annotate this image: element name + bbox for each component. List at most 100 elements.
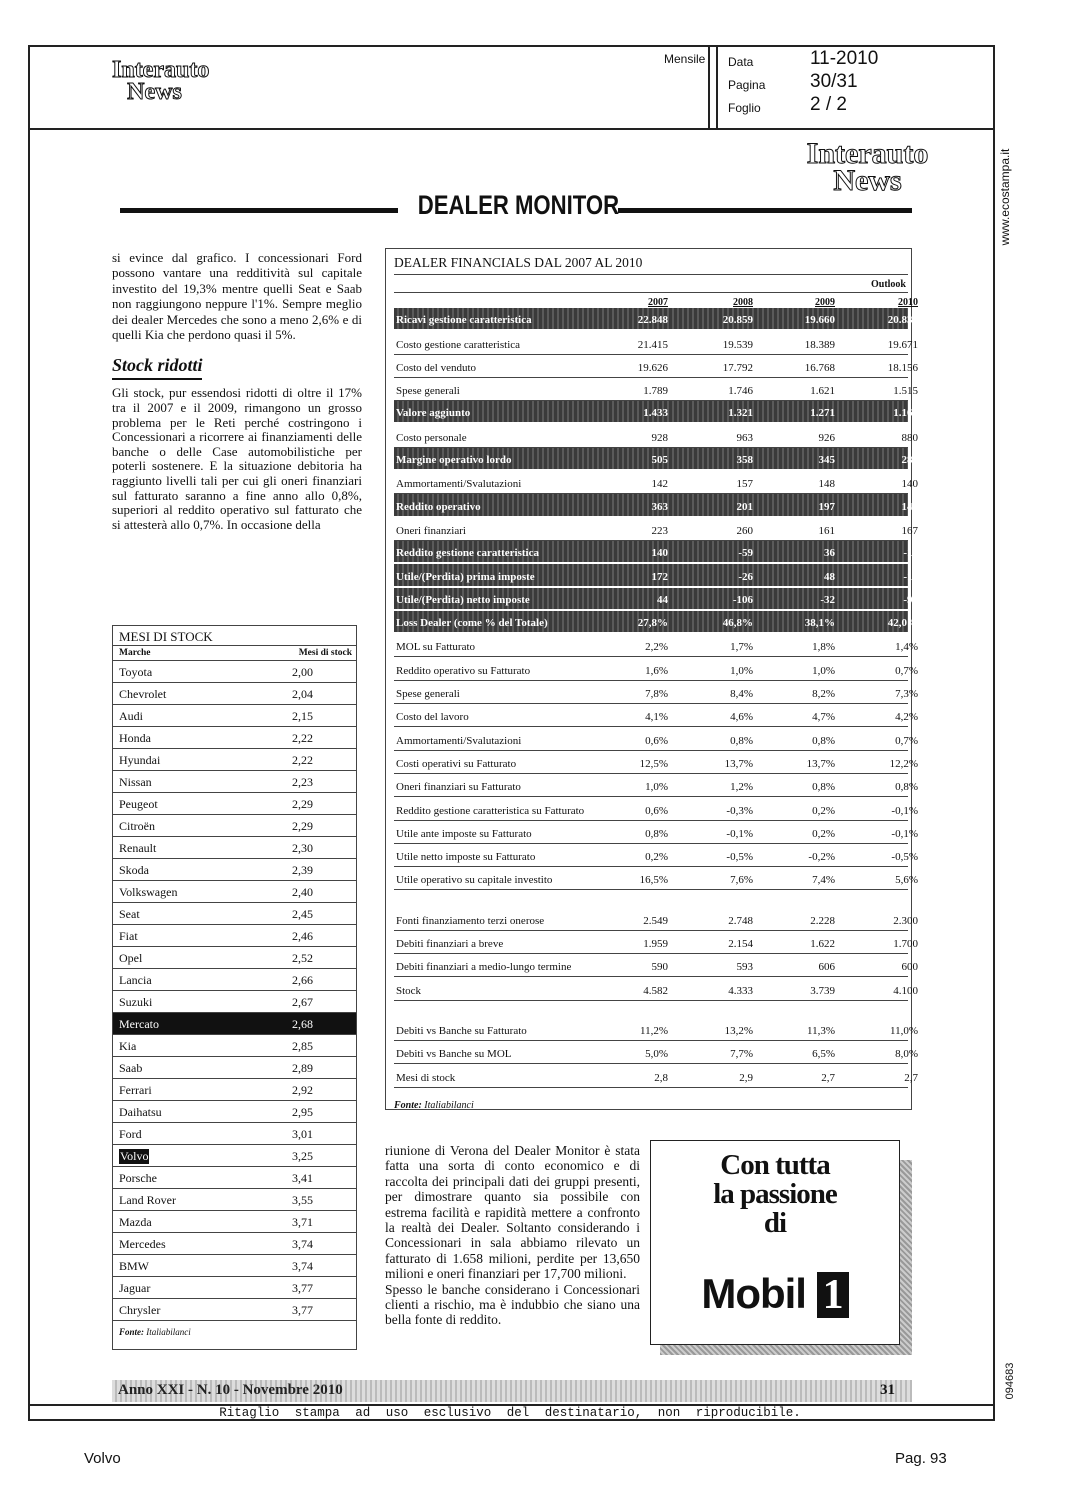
cell-value: 0,8% xyxy=(812,734,835,747)
months-value: 3,25 xyxy=(292,1149,313,1163)
months-value: 2,66 xyxy=(292,973,313,987)
cell-value: 149 xyxy=(901,500,919,513)
table-row: Reddito gestione caratteristica su Fattu… xyxy=(394,797,918,821)
row-label: Costi operativi su Fatturato xyxy=(396,757,517,770)
cell-value: 1,0% xyxy=(645,781,668,794)
table-row: Costo personale 928 963 926 880 xyxy=(394,424,918,448)
brand-name: Kia xyxy=(119,1039,137,1053)
brand-name: Ferrari xyxy=(119,1083,152,1097)
table-row: Costo del lavoro 4,1% 4,6% 4,7% 4,2% xyxy=(394,704,918,728)
cell-value: 197 xyxy=(818,500,836,513)
table-row: Reddito gestione caratteristica 140 -59 36 -… xyxy=(394,540,918,565)
table-row: Oneri finanziari 223 260 161 167 xyxy=(394,518,918,541)
table-row: Ammortamenti/Svalutazioni 142 157 148 140 xyxy=(394,471,918,495)
brand-name: Mercato xyxy=(119,1017,159,1031)
section-title: DEALER MONITOR xyxy=(417,190,620,220)
cell-value: 148 xyxy=(818,478,836,491)
months-value: 2,89 xyxy=(292,1061,313,1075)
cell-value: 6,5% xyxy=(812,1048,835,1061)
cell-value: 13,7% xyxy=(724,757,753,770)
cell-value: 1.789 xyxy=(643,385,668,398)
cell-value: 16,5% xyxy=(639,874,668,887)
brand-name: Chevrolet xyxy=(119,687,167,701)
cell-value: -18 xyxy=(903,547,918,560)
source-label: Fonte: xyxy=(119,1327,145,1337)
cell-value: 8,4% xyxy=(730,688,753,701)
data-value: 11-2010 xyxy=(810,48,879,69)
table-row: Spese generali 7,8% 8,4% 8,2% 7,3% xyxy=(394,681,918,705)
cell-value: 1,8% xyxy=(812,641,835,654)
brand-name: Saab xyxy=(119,1061,143,1075)
table-row: Skoda 2,39 xyxy=(113,859,356,881)
months-value: 3,77 xyxy=(292,1281,313,1295)
table-title: DEALER FINANCIALS DAL 2007 AL 2010 xyxy=(394,255,908,275)
cell-value: 0,7% xyxy=(895,734,918,747)
table-row: Fiat 2,46 xyxy=(113,925,356,947)
row-label: Spese generali xyxy=(396,688,460,701)
row-label: Utile ante imposte su Fatturato xyxy=(396,827,532,840)
row-label: Utile/(Perdita) prima imposte xyxy=(396,570,535,583)
table-row: Debiti vs Banche su Fatturato 11,2% 13,2% 1… xyxy=(394,1018,918,1041)
row-label: Debiti vs Banche su MOL xyxy=(396,1048,512,1061)
brand-name: Volvo xyxy=(119,1149,150,1164)
cell-value: 19.660 xyxy=(804,314,835,327)
subheading: Stock ridotti xyxy=(112,355,203,376)
cell-value: 2,8 xyxy=(654,1071,668,1084)
keyword-label: Volvo xyxy=(84,1450,121,1467)
cell-value: 600 xyxy=(901,961,919,974)
cell-value: 42,0% xyxy=(887,617,918,630)
pagina-value: 30/31 xyxy=(810,71,858,92)
table-row: Land Rover 3,55 xyxy=(113,1189,356,1211)
months-value: 3,41 xyxy=(292,1171,313,1185)
cell-value: 11,3% xyxy=(806,1024,835,1037)
cell-value: 223 xyxy=(651,524,669,537)
section-logo: Interauto News xyxy=(806,137,929,197)
table-row: Ammortamenti/Svalutazioni 0,6% 0,8% 0,8% 0,7… xyxy=(394,727,918,751)
table-row: Chevrolet 2,04 xyxy=(113,683,356,705)
foglio-value: 2 / 2 xyxy=(810,94,847,115)
cell-value: 36 xyxy=(824,547,835,560)
cell-value: 1,4% xyxy=(895,641,918,654)
brand-name: Mercedes xyxy=(119,1237,166,1251)
row-label: Valore aggiunto xyxy=(396,407,471,420)
cell-value: 172 xyxy=(651,570,669,583)
table-row: Ricavi gestione caratteristica 22.848 20.8… xyxy=(394,308,918,332)
table-row: Citroën 2,29 xyxy=(113,815,356,837)
data-label: Data xyxy=(728,55,754,69)
cell-value: 20.839 xyxy=(887,314,918,327)
title-rule-left xyxy=(120,208,398,213)
brand-name: Renault xyxy=(119,841,157,855)
cell-value: -18 xyxy=(903,570,918,583)
issue-strip xyxy=(112,1380,912,1402)
source-value: Italiabilanci xyxy=(146,1327,191,1337)
table-row: Reddito operativo 363 201 197 149 xyxy=(394,494,918,518)
cell-value: 38,1% xyxy=(804,617,835,630)
brand-name: Mazda xyxy=(119,1215,152,1229)
cell-value: 4.333 xyxy=(728,984,753,997)
table-row: Volkswagen 2,40 xyxy=(113,881,356,903)
row-label: Costo personale xyxy=(396,431,467,444)
row-label: Utile netto imposte su Fatturato xyxy=(396,851,536,864)
table-row: MOL su Fatturato 2,2% 1,7% 1,8% 1,4% xyxy=(394,634,918,658)
row-label: Reddito operativo su Fatturato xyxy=(396,664,531,677)
table-row: Costo gestione caratteristica 21.415 19.53… xyxy=(394,331,918,355)
cell-value: 358 xyxy=(736,454,754,467)
cell-value: -106 xyxy=(732,593,753,606)
cell-value: 16.768 xyxy=(804,361,835,374)
cell-value: 1,7% xyxy=(730,641,753,654)
cell-value: 12,5% xyxy=(639,757,668,770)
row-label: Debiti finanziari a breve xyxy=(396,938,504,951)
cell-value: 593 xyxy=(736,961,754,974)
table-row: Mazda 3,71 xyxy=(113,1211,356,1233)
page-number: 31 xyxy=(880,1382,895,1398)
table-row: Daihatsu 2,95 xyxy=(113,1101,356,1123)
table-row: Valore aggiunto 1.433 1.321 1.271 1.169 xyxy=(394,401,918,425)
brand-name: Lancia xyxy=(119,973,152,987)
cell-value: 11,2% xyxy=(639,1024,668,1037)
clipping-frame xyxy=(28,128,995,1421)
brand-name: Audi xyxy=(119,709,143,723)
row-label: Loss Dealer (come % del Totale) xyxy=(396,617,548,630)
stock-months-table: MESI DI STOCK Marche Mesi di stock Toyota… xyxy=(112,625,357,1350)
cell-value: 1,0% xyxy=(812,664,835,677)
archive-page: Pag. 93 xyxy=(895,1450,947,1467)
